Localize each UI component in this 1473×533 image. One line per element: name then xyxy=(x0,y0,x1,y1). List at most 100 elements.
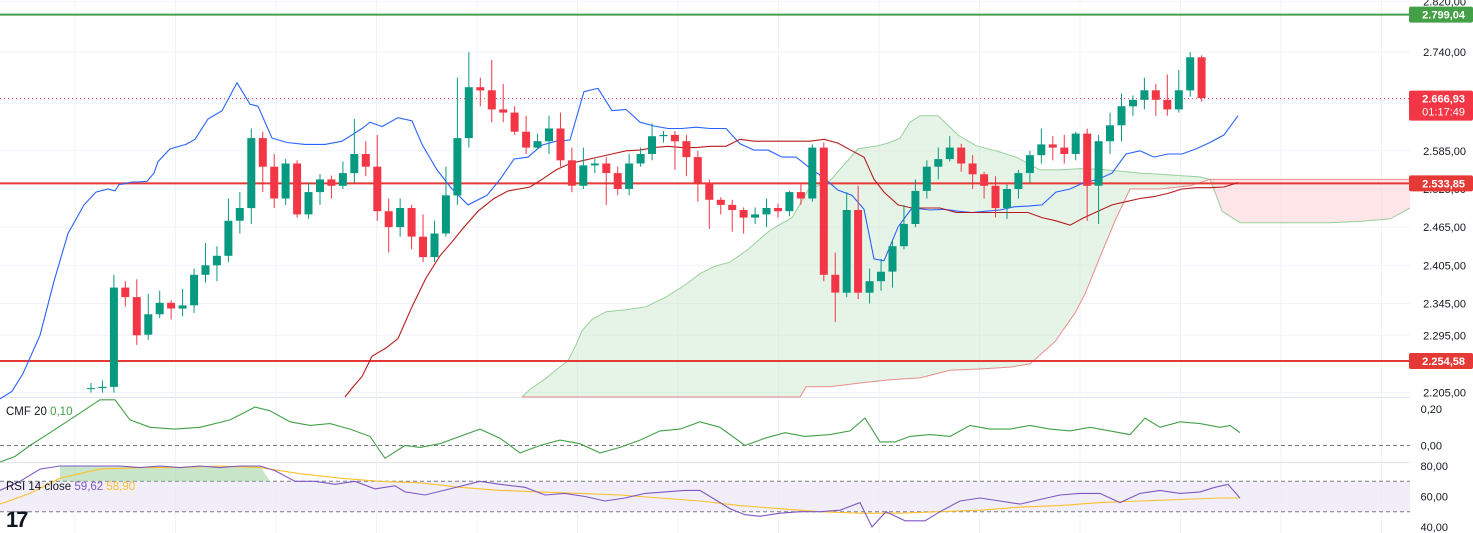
candle[interactable] xyxy=(877,258,885,291)
candle[interactable] xyxy=(922,160,931,199)
candle[interactable] xyxy=(991,176,1000,218)
candle[interactable] xyxy=(487,59,496,123)
candle[interactable] xyxy=(281,159,290,205)
candle[interactable] xyxy=(613,166,622,196)
candle[interactable] xyxy=(590,159,599,174)
candle[interactable] xyxy=(327,175,336,199)
candle[interactable] xyxy=(87,383,95,393)
candle[interactable] xyxy=(808,144,817,202)
candle[interactable] xyxy=(865,268,874,304)
candle[interactable] xyxy=(831,252,840,322)
candle[interactable] xyxy=(682,134,691,177)
candle[interactable] xyxy=(842,192,851,298)
candle[interactable] xyxy=(545,115,553,154)
candle[interactable] xyxy=(1003,184,1011,219)
candle[interactable] xyxy=(934,147,943,180)
candle[interactable] xyxy=(854,185,863,300)
candle[interactable] xyxy=(533,133,542,149)
candle[interactable] xyxy=(396,198,405,237)
candle[interactable] xyxy=(247,128,256,224)
candle[interactable] xyxy=(1197,55,1206,102)
candle[interactable] xyxy=(132,279,141,345)
rsi-pane[interactable] xyxy=(0,465,1410,528)
candle[interactable] xyxy=(499,83,508,123)
price-axis[interactable]: 2.820,002.740,002.665,002.585,002.525,00… xyxy=(1410,0,1473,533)
candle[interactable] xyxy=(270,153,279,209)
candle[interactable] xyxy=(716,197,725,215)
candle[interactable] xyxy=(579,147,588,189)
candle[interactable] xyxy=(453,77,462,205)
candle[interactable] xyxy=(190,268,199,314)
cmf-legend[interactable]: CMF 20 0,10 xyxy=(6,406,72,418)
candle[interactable] xyxy=(774,203,782,218)
candle[interactable] xyxy=(224,198,233,263)
candle[interactable] xyxy=(659,131,668,143)
candle[interactable] xyxy=(636,147,645,167)
rsi-legend[interactable]: RSI 14 close 59,62 58,90 xyxy=(6,481,135,493)
candle[interactable] xyxy=(258,131,267,193)
candle[interactable] xyxy=(430,220,439,263)
candle[interactable] xyxy=(155,290,164,319)
candle[interactable] xyxy=(316,174,324,205)
candle[interactable] xyxy=(1048,136,1057,161)
candle[interactable] xyxy=(1151,83,1160,116)
candle[interactable] xyxy=(201,243,210,283)
candle[interactable] xyxy=(1037,128,1046,164)
candle[interactable] xyxy=(441,166,450,237)
candle[interactable] xyxy=(361,141,370,177)
candle[interactable] xyxy=(1186,52,1195,97)
candles[interactable] xyxy=(87,52,1206,393)
candle[interactable] xyxy=(980,171,989,199)
candle[interactable] xyxy=(556,112,565,167)
candle[interactable] xyxy=(419,214,427,263)
candle[interactable] xyxy=(1174,69,1183,113)
candle[interactable] xyxy=(785,190,794,217)
candle[interactable] xyxy=(338,161,347,189)
candle[interactable] xyxy=(350,118,359,183)
candle[interactable] xyxy=(670,131,679,170)
candle[interactable] xyxy=(602,157,611,205)
candle[interactable] xyxy=(945,136,954,162)
candle[interactable] xyxy=(705,179,714,230)
candle[interactable] xyxy=(899,204,908,250)
candle[interactable] xyxy=(1014,169,1023,199)
candle[interactable] xyxy=(212,246,221,282)
candle[interactable] xyxy=(625,153,634,196)
candle[interactable] xyxy=(235,192,244,234)
candle[interactable] xyxy=(510,106,519,135)
candle[interactable] xyxy=(464,52,473,148)
candle[interactable] xyxy=(293,160,302,218)
candle[interactable] xyxy=(1163,74,1172,116)
candle[interactable] xyxy=(819,142,828,282)
candle[interactable] xyxy=(384,198,393,253)
candle[interactable] xyxy=(567,147,576,193)
candle[interactable] xyxy=(476,77,485,107)
candle[interactable] xyxy=(144,293,153,340)
candle[interactable] xyxy=(178,288,187,317)
candle[interactable] xyxy=(762,198,771,228)
candle[interactable] xyxy=(888,239,897,288)
candle[interactable] xyxy=(968,155,977,189)
candle[interactable] xyxy=(407,204,416,250)
cmf-pane[interactable] xyxy=(0,399,1410,463)
candle[interactable] xyxy=(1129,95,1137,116)
candle[interactable] xyxy=(648,123,656,161)
candle[interactable] xyxy=(121,281,130,307)
candle[interactable] xyxy=(911,179,920,228)
candle[interactable] xyxy=(109,274,118,393)
candle[interactable] xyxy=(304,182,313,219)
candle[interactable] xyxy=(693,150,702,202)
candle[interactable] xyxy=(1060,134,1069,164)
candle[interactable] xyxy=(728,199,737,232)
candle[interactable] xyxy=(1083,128,1092,221)
tradingview-logo-icon[interactable]: 17 xyxy=(6,507,29,532)
candle[interactable] xyxy=(98,380,107,393)
candle[interactable] xyxy=(796,184,805,205)
candle[interactable] xyxy=(1140,77,1149,110)
candle[interactable] xyxy=(167,300,176,320)
candle[interactable] xyxy=(1071,131,1080,161)
candle[interactable] xyxy=(957,143,966,172)
candle[interactable] xyxy=(373,134,382,221)
candle[interactable] xyxy=(522,115,531,154)
